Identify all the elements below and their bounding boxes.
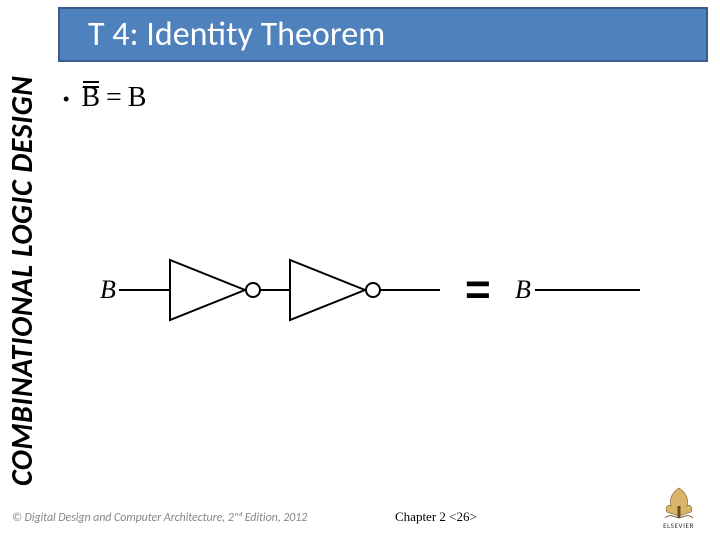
double-complement-b: B (81, 82, 100, 114)
bubble-2 (366, 283, 380, 297)
slide-title: T 4: Identity Theorem (88, 14, 385, 55)
bubble-1 (246, 283, 260, 297)
publisher-logo: ELSEVIER (651, 480, 706, 530)
equals-sign: = (106, 82, 122, 114)
title-band: T 4: Identity Theorem (58, 7, 708, 62)
elsevier-tree-icon (659, 486, 699, 520)
identity-equation: • B = B (63, 82, 146, 114)
chapter-indicator: Chapter 2 <26> (395, 509, 477, 525)
not-gate-1 (170, 260, 245, 320)
publisher-name: ELSEVIER (663, 521, 694, 530)
rhs-var: B (128, 82, 147, 114)
sidebar-label: COMBINATIONAL LOGIC DESIGN (4, 41, 41, 486)
slide: COMBINATIONAL LOGIC DESIGN T 4: Identity… (0, 0, 720, 540)
copyright-text: © Digital Design and Computer Architectu… (12, 511, 307, 525)
diagram-input-label: B (100, 275, 116, 304)
diagram-output-label: B (515, 275, 531, 304)
not-gate-2 (290, 260, 365, 320)
diagram-equals: = (465, 265, 491, 314)
bullet-icon: • (63, 89, 69, 110)
circuit-diagram: B = B (85, 240, 655, 360)
